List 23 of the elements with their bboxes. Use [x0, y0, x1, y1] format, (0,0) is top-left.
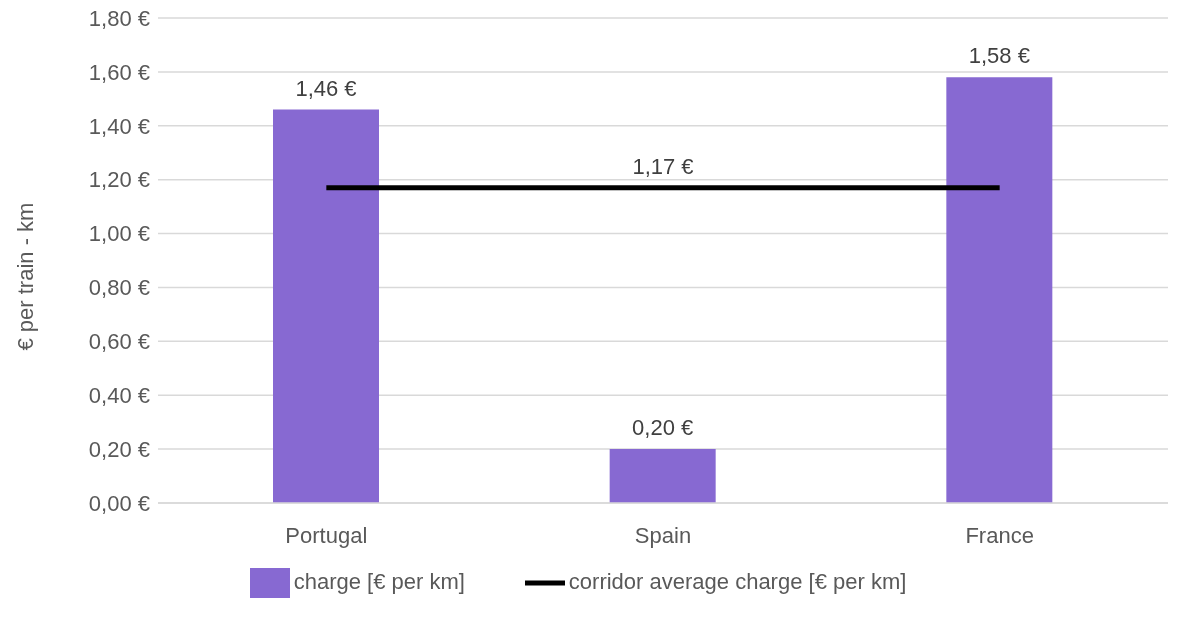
x-tick-label: Portugal: [285, 522, 368, 548]
y-tick-label: 0,60 €: [88, 329, 150, 355]
y-tick-label: 1,20 €: [88, 167, 150, 193]
data-label: 1,46 €: [295, 75, 357, 101]
data-label: 1,58 €: [968, 43, 1030, 69]
data-label: 0,20 €: [632, 415, 694, 441]
y-tick-label: 1,60 €: [88, 59, 150, 85]
x-tick-label: Spain: [634, 522, 692, 548]
legend-label: corridor average charge [€ per km]: [568, 568, 907, 594]
y-tick-label: 1,80 €: [88, 5, 150, 31]
y-tick-label: 0,20 €: [88, 436, 150, 462]
bar: [273, 109, 379, 503]
y-tick-label: 0,80 €: [88, 275, 150, 301]
data-label: 1,17 €: [632, 153, 694, 179]
y-tick-label: 0,00 €: [88, 490, 150, 516]
legend-label: charge [€ per km]: [293, 568, 465, 594]
bar: [946, 77, 1053, 503]
x-tick-label: France: [965, 522, 1034, 548]
y-tick-label: 1,40 €: [88, 113, 150, 139]
y-axis-title: € per train - km: [12, 202, 38, 351]
y-tick-label: 0,40 €: [88, 383, 150, 409]
y-tick-label: 1,00 €: [88, 221, 150, 247]
bar: [609, 449, 716, 503]
